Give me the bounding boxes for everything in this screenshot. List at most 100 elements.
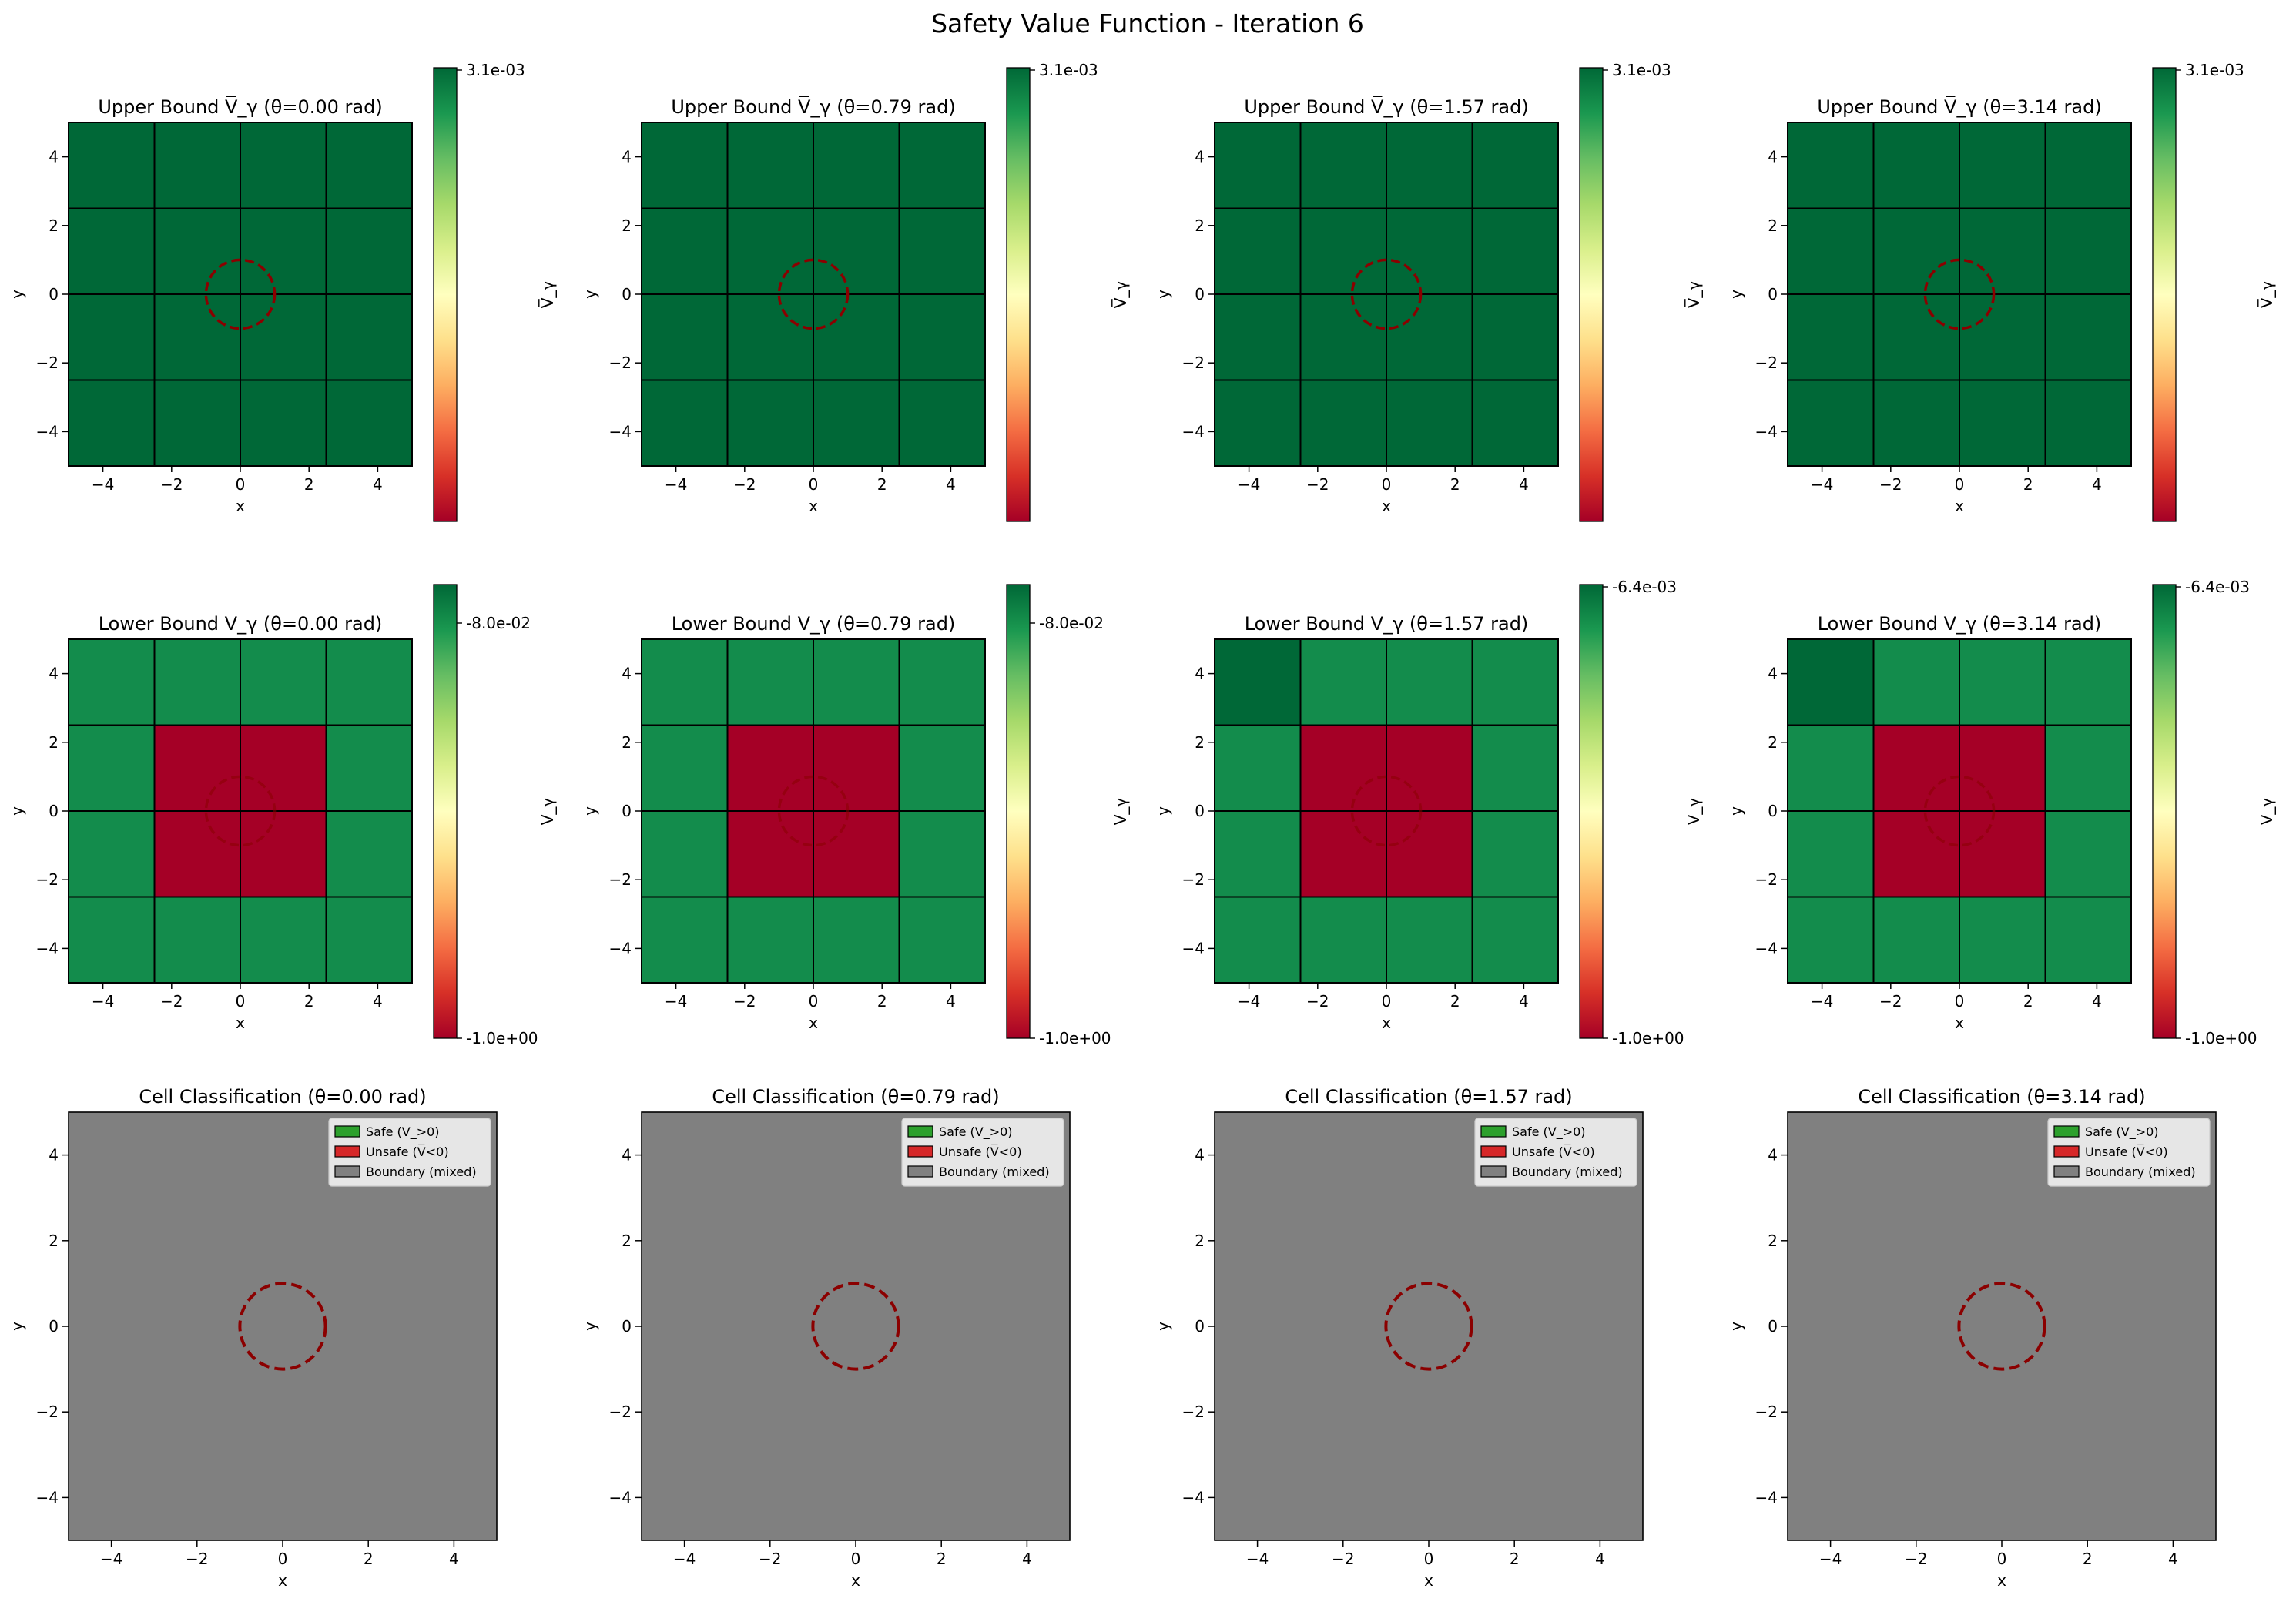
x-tick-label: 4 bbox=[2092, 992, 2102, 1010]
heatmap-cell bbox=[2044, 293, 2132, 381]
panel-upper-3: −4 −2 0 2 4 −4 −2 0 2 4 x y Upper Bound V̅_γ (θ=3.14… bbox=[1727, 61, 2276, 522]
colorbar-tick-label: -1.0e+00 bbox=[1612, 1029, 1684, 1047]
y-tick-label: 2 bbox=[49, 1232, 59, 1250]
x-tick-label: 4 bbox=[1519, 992, 1529, 1010]
x-tick-label: 0 bbox=[1955, 475, 1965, 494]
heatmap-cell bbox=[1872, 638, 1960, 726]
panel-title: Cell Classification (θ=0.00 rad) bbox=[139, 1086, 426, 1108]
y-tick-label: −2 bbox=[1182, 1403, 1205, 1421]
obstacle-circle bbox=[238, 1282, 327, 1371]
heatmap-cell bbox=[68, 293, 156, 381]
y-tick-label: 0 bbox=[622, 1317, 632, 1336]
panel-lower-2: −4 −2 0 2 4 −4 −2 0 2 4 x y Lower Bound V_γ (θ=1.57 … bbox=[1154, 578, 1703, 1047]
x-tick-label: 4 bbox=[449, 1550, 459, 1568]
heatmap-cell bbox=[898, 896, 986, 984]
y-tick-label: 0 bbox=[622, 285, 632, 303]
heatmap-cell bbox=[1299, 896, 1387, 984]
panel-title: Upper Bound V̅_γ (θ=0.79 rad) bbox=[671, 96, 955, 118]
heatmap-cell bbox=[153, 810, 241, 898]
heatmap-cell bbox=[1214, 896, 1302, 984]
heatmap-cell bbox=[68, 638, 156, 726]
x-tick-label: 2 bbox=[364, 1550, 374, 1568]
x-tick-label: 4 bbox=[946, 475, 956, 494]
figure-title: Safety Value Function - Iteration 6 bbox=[931, 8, 1364, 39]
y-tick-label: 0 bbox=[1195, 802, 1205, 820]
colorbar-tick-label: -6.4e-03 bbox=[2185, 578, 2250, 596]
colorbar bbox=[2152, 584, 2177, 1039]
y-axis-label: y bbox=[1154, 290, 1172, 299]
y-tick-label: 2 bbox=[49, 733, 59, 752]
heatmap-cell bbox=[1471, 810, 1559, 898]
heatmap-cell bbox=[1214, 379, 1302, 467]
colorbar bbox=[1579, 67, 1604, 522]
colorbar-tick-label: -1.0e+00 bbox=[1039, 1029, 1111, 1047]
heatmap-cell bbox=[898, 638, 986, 726]
heatmap-cell bbox=[1872, 810, 1960, 898]
y-tick-label: 4 bbox=[622, 665, 632, 683]
heatmap-cell bbox=[325, 379, 413, 467]
y-axis-label: y bbox=[1154, 806, 1172, 816]
heatmap-cell bbox=[2044, 207, 2132, 295]
heatmap-cell bbox=[1787, 293, 1875, 381]
y-tick-label: −4 bbox=[1182, 422, 1205, 441]
y-tick-label: 2 bbox=[1768, 216, 1778, 235]
heatmap-cell bbox=[2044, 724, 2132, 812]
legend-box bbox=[901, 1118, 1064, 1187]
y-tick-label: −4 bbox=[1755, 422, 1778, 441]
y-tick-label: −2 bbox=[609, 1403, 632, 1421]
x-tick-label: −4 bbox=[1811, 475, 1833, 494]
heatmap-cell bbox=[1471, 379, 1559, 467]
heatmap-cell bbox=[641, 724, 729, 812]
colorbar-tick-label: 3.1e-03 bbox=[466, 61, 525, 79]
x-axis-label: x bbox=[278, 1571, 287, 1590]
x-tick-label: −4 bbox=[1246, 1550, 1269, 1568]
y-axis-label: y bbox=[581, 290, 599, 299]
x-tick-label: 0 bbox=[1382, 992, 1392, 1010]
heatmap-cell bbox=[1872, 293, 1960, 381]
x-tick-label: 2 bbox=[1510, 1550, 1520, 1568]
y-tick-label: 0 bbox=[1195, 285, 1205, 303]
y-tick-label: 0 bbox=[1195, 1317, 1205, 1336]
colorbar-tick-label: -1.0e+00 bbox=[466, 1029, 538, 1047]
y-tick-label: 2 bbox=[49, 216, 59, 235]
panel-title: Lower Bound V_γ (θ=0.79 rad) bbox=[672, 613, 956, 635]
colorbar-label: V̅_γ bbox=[1684, 281, 1703, 309]
panel-title: Cell Classification (θ=1.57 rad) bbox=[1285, 1086, 1572, 1108]
heatmap-cell bbox=[325, 810, 413, 898]
x-tick-label: 2 bbox=[304, 992, 314, 1010]
panel-title: Lower Bound V_γ (θ=1.57 rad) bbox=[1245, 613, 1529, 635]
y-tick-label: −2 bbox=[609, 870, 632, 889]
colorbar-tick-label: -8.0e-02 bbox=[466, 614, 531, 632]
heatmap-cell bbox=[1299, 122, 1387, 209]
legend-swatch bbox=[1480, 1165, 1507, 1178]
heatmap-cell bbox=[2044, 122, 2132, 209]
heatmap-cell bbox=[153, 896, 241, 984]
heatmap-cell bbox=[1959, 810, 2046, 898]
heatmap-cell bbox=[1299, 293, 1387, 381]
heatmap-cell bbox=[1471, 724, 1559, 812]
x-tick-label: 4 bbox=[1022, 1550, 1032, 1568]
heatmap-cell bbox=[726, 810, 814, 898]
heatmap-cell bbox=[1959, 896, 2046, 984]
heatmap-cell bbox=[813, 207, 900, 295]
heatmap-cell bbox=[240, 379, 327, 467]
x-axis-label: x bbox=[1382, 497, 1391, 515]
heatmap-cell bbox=[1872, 724, 1960, 812]
y-tick-label: 4 bbox=[622, 1146, 632, 1165]
panel-title: Upper Bound V̅_γ (θ=3.14 rad) bbox=[1817, 96, 2101, 118]
x-tick-label: 0 bbox=[1997, 1550, 2007, 1568]
heatmap-cell bbox=[1214, 638, 1302, 726]
y-tick-label: 4 bbox=[49, 148, 59, 166]
y-tick-label: 2 bbox=[1195, 733, 1205, 752]
heatmap-cell bbox=[726, 122, 814, 209]
heatmap-cell bbox=[68, 724, 156, 812]
heatmap-cell bbox=[1299, 379, 1387, 467]
y-tick-label: 0 bbox=[49, 1317, 59, 1336]
heatmap-cell bbox=[641, 810, 729, 898]
y-axis-label: y bbox=[581, 1322, 599, 1331]
x-tick-label: −2 bbox=[733, 992, 756, 1010]
colorbar-tick-label: 3.1e-03 bbox=[2185, 61, 2244, 79]
heatmap-cell bbox=[1471, 638, 1559, 726]
heatmap-cell bbox=[1299, 724, 1387, 812]
